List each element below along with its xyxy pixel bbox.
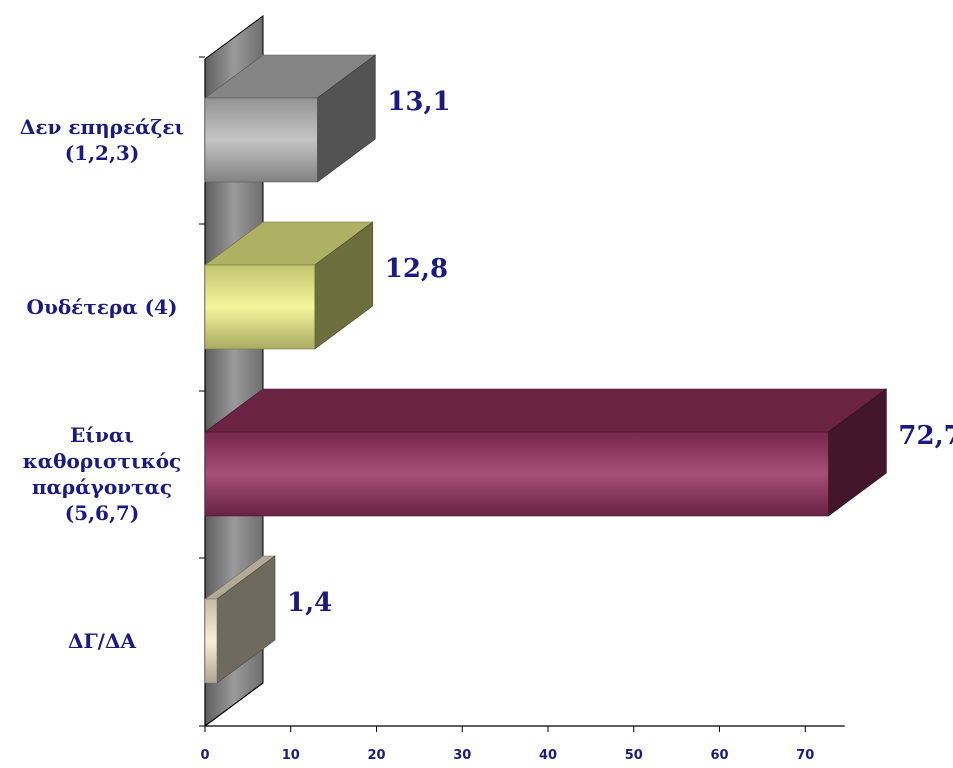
category-label: Είναι καθοριστικός παράγοντας (5,6,7)	[4, 422, 200, 526]
bar-series: 13,1 12,8 72,7 1,4	[204, 54, 953, 684]
x-tick-label: 40	[539, 748, 557, 763]
category-label-line: Ουδέτερα (4)	[26, 295, 178, 319]
category-label-line: Δεν επηρεάζει	[19, 115, 185, 139]
category-label: Ουδέτερα (4)	[4, 294, 200, 320]
category-label-line: (1,2,3)	[64, 141, 140, 165]
data-label: 72,7	[898, 421, 953, 451]
bar-front-face	[204, 264, 316, 350]
bar-1: 13,1	[204, 54, 451, 183]
x-tick-label: 70	[796, 748, 814, 763]
x-tick-label: 60	[710, 748, 728, 763]
bar-top-face	[204, 388, 888, 433]
x-tick-label: 30	[453, 748, 471, 763]
bar-4: 1,4	[204, 555, 332, 684]
category-label-line: (5,6,7)	[64, 501, 140, 525]
x-tick-label: 50	[625, 748, 643, 763]
x-axis: 0 10 20 30 40 50 60 70	[200, 682, 845, 763]
data-label: 13,1	[387, 87, 450, 117]
bar-front-face	[204, 97, 318, 183]
floor-edge	[204, 682, 264, 727]
category-label-line: ΔΓ/ΔΑ	[67, 629, 137, 653]
bar-3: 72,7	[204, 388, 953, 517]
x-tick-label: 0	[200, 748, 209, 763]
data-label: 1,4	[287, 588, 332, 618]
data-label: 12,8	[385, 254, 448, 284]
category-label-line: καθοριστικός	[22, 449, 182, 473]
bar-front-face	[204, 431, 829, 517]
x-tick-label: 20	[367, 748, 385, 763]
category-label-line: Είναι	[70, 423, 134, 447]
category-label: ΔΓ/ΔΑ	[4, 628, 200, 654]
category-label-line: παράγοντας	[31, 475, 173, 499]
bar-front-face	[204, 598, 218, 684]
x-tick-label: 10	[282, 748, 300, 763]
category-label: Δεν επηρεάζει (1,2,3)	[4, 114, 200, 166]
bar-2: 12,8	[204, 221, 448, 350]
